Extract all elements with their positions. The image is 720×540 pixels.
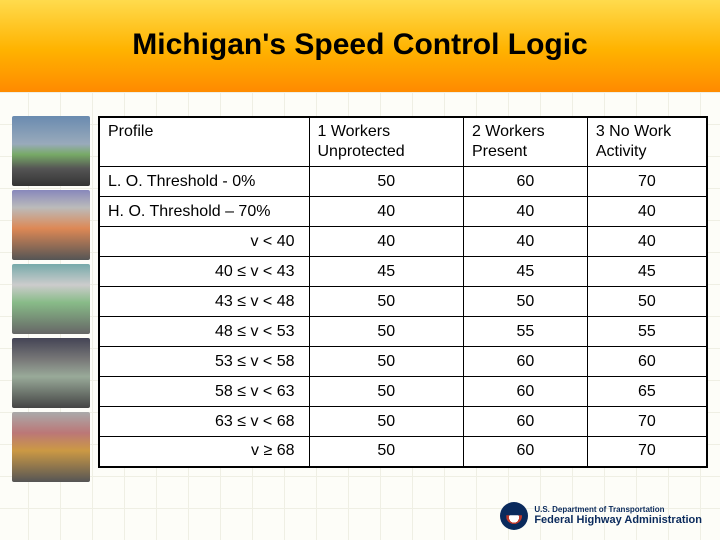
cell-value: 55 — [463, 317, 587, 347]
table-row: 40 ≤ v < 43454545 — [99, 257, 707, 287]
cell-value: 70 — [587, 407, 707, 437]
cell-value: 45 — [587, 257, 707, 287]
row-label: 43 ≤ v < 48 — [99, 287, 309, 317]
cell-value: 50 — [309, 437, 463, 467]
cell-value: 70 — [587, 437, 707, 467]
cell-value: 60 — [463, 347, 587, 377]
cell-value: 45 — [463, 257, 587, 287]
sidebar-photo — [12, 412, 90, 482]
row-label: L. O. Threshold - 0% — [99, 167, 309, 197]
row-label: 63 ≤ v < 68 — [99, 407, 309, 437]
table-row: v < 40404040 — [99, 227, 707, 257]
cell-value: 40 — [587, 197, 707, 227]
cell-value: 50 — [309, 167, 463, 197]
content-area: Profile 1 Workers Unprotected 2 Workers … — [0, 92, 720, 482]
table-row: L. O. Threshold - 0%506070 — [99, 167, 707, 197]
cell-value: 40 — [309, 197, 463, 227]
table-row: H. O. Threshold – 70%404040 — [99, 197, 707, 227]
cell-value: 60 — [463, 407, 587, 437]
table-header-col3: 3 No Work Activity — [587, 117, 707, 167]
row-label: H. O. Threshold – 70% — [99, 197, 309, 227]
table-row: v ≥ 68506070 — [99, 437, 707, 467]
cell-value: 65 — [587, 377, 707, 407]
cell-value: 60 — [587, 347, 707, 377]
cell-value: 50 — [309, 407, 463, 437]
speed-control-table: Profile 1 Workers Unprotected 2 Workers … — [98, 116, 708, 468]
sidebar-photo — [12, 190, 90, 260]
cell-value: 50 — [463, 287, 587, 317]
table-row: 63 ≤ v < 68506070 — [99, 407, 707, 437]
table-header-profile: Profile — [99, 117, 309, 167]
footer-line1: U.S. Department of Transportation — [534, 506, 702, 515]
title-banner: Michigan's Speed Control Logic — [0, 0, 720, 92]
cell-value: 50 — [309, 347, 463, 377]
cell-value: 50 — [309, 287, 463, 317]
sidebar-photo — [12, 264, 90, 334]
row-label: v ≥ 68 — [99, 437, 309, 467]
dot-logo-icon — [500, 502, 528, 530]
cell-value: 60 — [463, 167, 587, 197]
footer-line2: Federal Highway Administration — [534, 514, 702, 526]
row-label: 40 ≤ v < 43 — [99, 257, 309, 287]
table-header-col1: 1 Workers Unprotected — [309, 117, 463, 167]
table-header-row: Profile 1 Workers Unprotected 2 Workers … — [99, 117, 707, 167]
table-body: L. O. Threshold - 0%506070H. O. Threshol… — [99, 167, 707, 467]
cell-value: 55 — [587, 317, 707, 347]
sidebar-photo — [12, 116, 90, 186]
table-row: 58 ≤ v < 63506065 — [99, 377, 707, 407]
table-row: 43 ≤ v < 48505050 — [99, 287, 707, 317]
fhwa-text: U.S. Department of Transportation Federa… — [534, 506, 702, 527]
cell-value: 40 — [587, 227, 707, 257]
cell-value: 60 — [463, 377, 587, 407]
cell-value: 40 — [463, 227, 587, 257]
row-label: 58 ≤ v < 63 — [99, 377, 309, 407]
sidebar-photo — [12, 338, 90, 408]
table-header-col2: 2 Workers Present — [463, 117, 587, 167]
table-row: 53 ≤ v < 58506060 — [99, 347, 707, 377]
cell-value: 50 — [587, 287, 707, 317]
cell-value: 50 — [309, 377, 463, 407]
table-container: Profile 1 Workers Unprotected 2 Workers … — [98, 116, 708, 482]
cell-value: 50 — [309, 317, 463, 347]
table-row: 48 ≤ v < 53505555 — [99, 317, 707, 347]
fhwa-logo: U.S. Department of Transportation Federa… — [500, 502, 702, 530]
cell-value: 40 — [463, 197, 587, 227]
cell-value: 70 — [587, 167, 707, 197]
row-label: 53 ≤ v < 58 — [99, 347, 309, 377]
cell-value: 60 — [463, 437, 587, 467]
row-label: 48 ≤ v < 53 — [99, 317, 309, 347]
photo-column — [12, 116, 90, 482]
row-label: v < 40 — [99, 227, 309, 257]
cell-value: 45 — [309, 257, 463, 287]
page-title: Michigan's Speed Control Logic — [132, 28, 588, 63]
cell-value: 40 — [309, 227, 463, 257]
